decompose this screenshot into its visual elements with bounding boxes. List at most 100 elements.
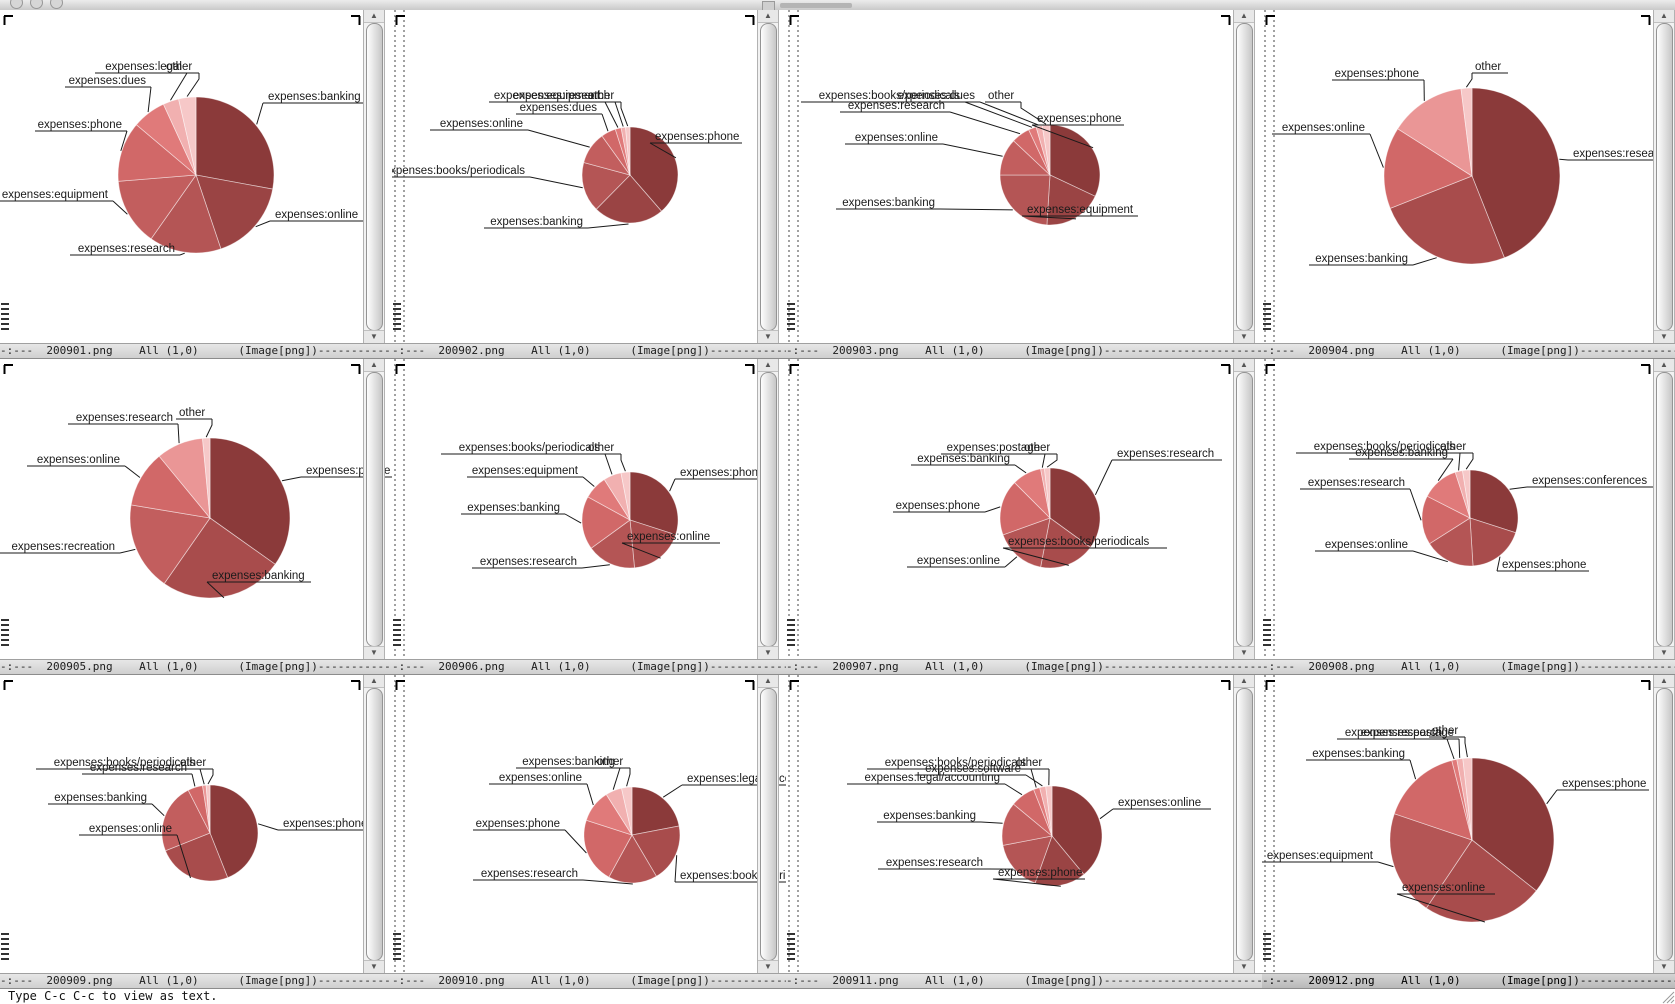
slice-label: other: [588, 442, 614, 454]
label-leader-line: [1458, 452, 1461, 471]
scrollbar[interactable]: ▲ ▼: [757, 10, 779, 343]
slice-label: other: [1016, 757, 1042, 769]
slice-label: expenses:banking: [212, 570, 305, 582]
emacs-window[interactable]: expenses:phone expenses:banking expenses:b…: [392, 10, 786, 343]
minimize-button[interactable]: [30, 0, 43, 9]
slice-label: expenses:banking: [54, 792, 147, 804]
label-leader-line: [112, 200, 128, 215]
pie-chart: expenses:research expenses:banking expense…: [1272, 61, 1675, 266]
scroll-up-arrow[interactable]: ▲: [758, 675, 778, 688]
scrollbar[interactable]: ▲ ▼: [1233, 675, 1255, 973]
label-leader-line: [151, 803, 165, 817]
label-leader-line: [177, 423, 180, 444]
scrollbar[interactable]: ▲ ▼: [363, 675, 385, 973]
scrollbar-thumb[interactable]: [1656, 23, 1673, 331]
scroll-up-arrow[interactable]: ▲: [1234, 359, 1254, 372]
scroll-down-arrow[interactable]: ▼: [1234, 960, 1254, 973]
zoom-button[interactable]: [50, 0, 63, 9]
scrollbar[interactable]: ▲ ▼: [363, 359, 385, 659]
emacs-window[interactable]: expenses:phone expenses:equipment expenses…: [786, 10, 1262, 343]
label-leader-line: [1002, 547, 1069, 566]
scroll-down-arrow[interactable]: ▼: [1234, 646, 1254, 659]
scrollbar-thumb[interactable]: [366, 23, 383, 331]
scroll-up-arrow[interactable]: ▲: [1234, 675, 1254, 688]
scroll-down-arrow[interactable]: ▼: [1234, 330, 1254, 343]
label-leader-line: [1021, 215, 1077, 220]
label-leader-line: [176, 834, 191, 879]
emacs-window[interactable]: expenses:legal/accountingexpenses:books/…: [392, 675, 786, 973]
scroll-down-arrow[interactable]: ▼: [758, 960, 778, 973]
modeline[interactable]: -:--- 200907.png All (1,0) (Image[png])-…: [786, 659, 1262, 675]
scroll-down-arrow[interactable]: ▼: [364, 330, 384, 343]
scroll-up-arrow[interactable]: ▲: [1654, 359, 1674, 372]
scrollbar[interactable]: ▲ ▼: [1653, 10, 1675, 343]
emacs-window[interactable]: expenses:research expenses:books/periodic…: [786, 359, 1262, 659]
scrollbar-thumb[interactable]: [366, 688, 383, 961]
modeline[interactable]: -:--- 200910.png All (1,0) (Image[png])-…: [392, 973, 786, 989]
emacs-window[interactable]: expenses:conferences expenses:phone expens…: [1262, 359, 1675, 659]
scrollbar-thumb[interactable]: [760, 372, 777, 647]
emacs-window[interactable]: expenses:phone expenses:online expenses:eq…: [1262, 675, 1675, 973]
fringe-corner-right-icon: [351, 680, 361, 690]
slice-label: expenses:research: [1573, 148, 1670, 160]
fringe-corner-right-icon: [1221, 15, 1231, 25]
scrollbar-thumb[interactable]: [1236, 23, 1253, 331]
modeline[interactable]: -:--- 200906.png All (1,0) (Image[png])-…: [392, 659, 786, 675]
modeline[interactable]: -:--- 200902.png All (1,0) (Image[png])-…: [392, 343, 786, 359]
close-button[interactable]: [10, 0, 23, 9]
scroll-up-arrow[interactable]: ▲: [1654, 10, 1674, 23]
scrollbar[interactable]: ▲ ▼: [1653, 675, 1675, 973]
scroll-down-arrow[interactable]: ▼: [1654, 646, 1674, 659]
scroll-down-arrow[interactable]: ▼: [1654, 960, 1674, 973]
slice-label: expenses:phone: [283, 818, 367, 830]
echo-area[interactable]: Type C-c C-c to view as text.: [0, 989, 1675, 1004]
modeline[interactable]: -:--- 200909.png All (1,0) (Image[png])-…: [0, 973, 392, 989]
scroll-down-arrow[interactable]: ▼: [364, 960, 384, 973]
emacs-window[interactable]: expenses:online expenses:phone expenses:re…: [786, 675, 1262, 973]
scrollbar-thumb[interactable]: [1236, 688, 1253, 961]
scroll-down-arrow[interactable]: ▼: [758, 330, 778, 343]
emacs-window[interactable]: expenses:phone expenses:online expenses:re…: [392, 359, 786, 659]
scrollbar-thumb[interactable]: [760, 688, 777, 961]
modeline[interactable]: -:--- 200904.png All (1,0) (Image[png])-…: [1262, 343, 1675, 359]
emacs-window[interactable]: expenses:research expenses:banking expense…: [1262, 10, 1675, 343]
scrollbar[interactable]: ▲ ▼: [757, 359, 779, 659]
scrollbar-thumb[interactable]: [1656, 688, 1673, 961]
scrollbar-thumb[interactable]: [760, 23, 777, 331]
modeline[interactable]: -:--- 200908.png All (1,0) (Image[png])-…: [1262, 659, 1675, 675]
scrollbar-thumb[interactable]: [1236, 372, 1253, 647]
slice-label: other: [597, 756, 623, 768]
scroll-up-arrow[interactable]: ▲: [1234, 10, 1254, 23]
scrollbar-thumb[interactable]: [366, 372, 383, 647]
scroll-up-arrow[interactable]: ▲: [1654, 675, 1674, 688]
modeline[interactable]: -:--- 200901.png All (1,0) (Image[png])-…: [0, 343, 392, 359]
scrollbar[interactable]: ▲ ▼: [1233, 359, 1255, 659]
emacs-window[interactable]: expenses:phone expenses:online expenses:ba…: [0, 675, 392, 973]
scrollbar-thumb[interactable]: [1656, 372, 1673, 647]
modeline[interactable]: -:--- 200911.png All (1,0) (Image[png])-…: [786, 973, 1262, 989]
pie-slice: [581, 162, 631, 210]
scroll-up-arrow[interactable]: ▲: [364, 359, 384, 372]
scrollbar[interactable]: ▲ ▼: [1233, 10, 1255, 343]
label-leader-line: [1446, 738, 1455, 760]
modeline[interactable]: -:--- 200912.png All (1,0) (Image[png])-…: [1262, 973, 1675, 989]
resize-grip[interactable]: [1660, 989, 1675, 1004]
emacs-window[interactable]: expenses:phone expenses:banking expenses:r…: [0, 359, 392, 659]
scrollbar[interactable]: ▲ ▼: [363, 10, 385, 343]
slice-label: expenses:banking: [917, 453, 1010, 465]
scroll-up-arrow[interactable]: ▲: [364, 10, 384, 23]
fringe-corner-right-icon: [1641, 15, 1651, 25]
scrollbar[interactable]: ▲ ▼: [1653, 359, 1675, 659]
scrollbar[interactable]: ▲ ▼: [757, 675, 779, 973]
scroll-down-arrow[interactable]: ▼: [758, 646, 778, 659]
scroll-down-arrow[interactable]: ▼: [1654, 330, 1674, 343]
scroll-up-arrow[interactable]: ▲: [758, 10, 778, 23]
scroll-up-arrow[interactable]: ▲: [364, 675, 384, 688]
scroll-down-arrow[interactable]: ▼: [364, 646, 384, 659]
pie-slice: [1383, 128, 1473, 209]
emacs-window[interactable]: expenses:banking expenses:online expenses:…: [0, 10, 392, 343]
pie-slice: [1049, 124, 1101, 197]
modeline[interactable]: -:--- 200903.png All (1,0) (Image[png])-…: [786, 343, 1262, 359]
scroll-up-arrow[interactable]: ▲: [758, 359, 778, 372]
modeline[interactable]: -:--- 200905.png All (1,0) (Image[png])-…: [0, 659, 392, 675]
